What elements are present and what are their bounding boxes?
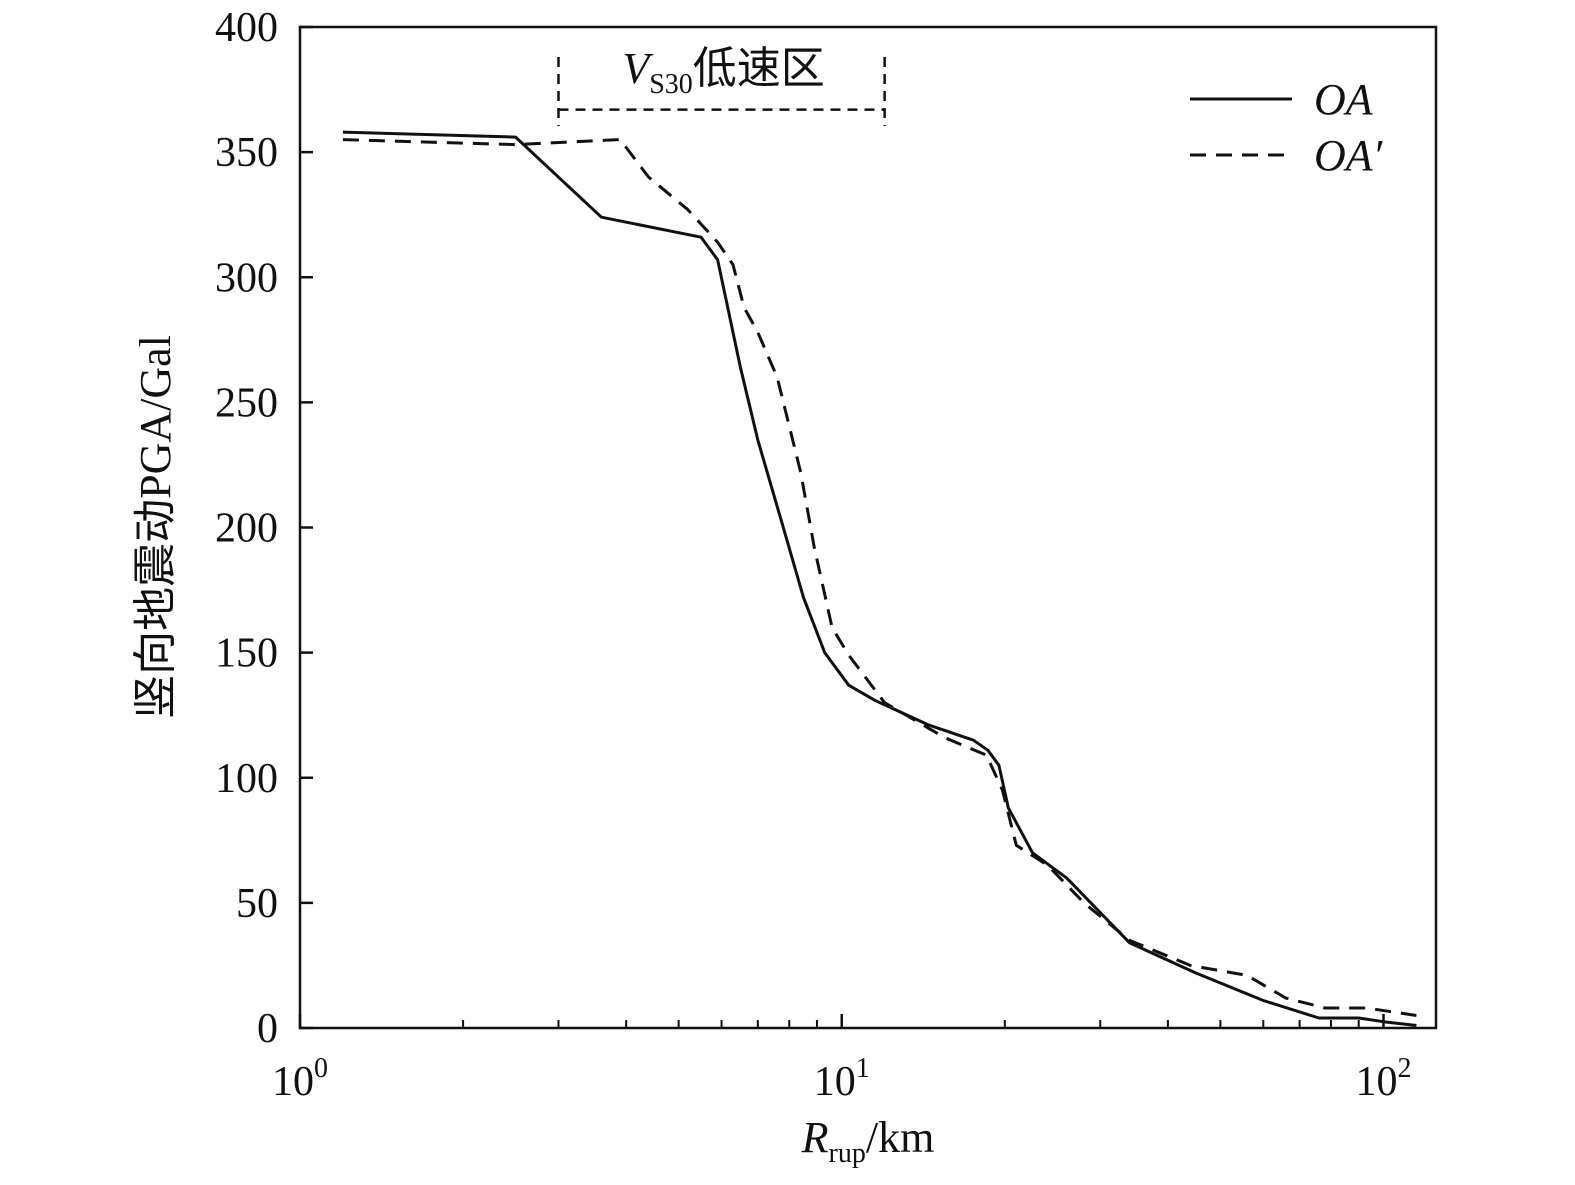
series-line-oa-prime bbox=[342, 138, 1417, 1017]
vs30-low-velocity-zone: VS30低速区 bbox=[557, 44, 886, 126]
y-tick-label-250: 250 bbox=[215, 380, 278, 426]
y-tick-label-50: 50 bbox=[236, 881, 278, 927]
zone-label-text: 低速区 bbox=[693, 44, 825, 93]
x-axis-label-sub: rup bbox=[829, 1138, 866, 1169]
x-axis-label-main: R bbox=[801, 1113, 829, 1162]
y-tick-label-350: 350 bbox=[215, 130, 278, 176]
plot-frame bbox=[298, 25, 1438, 1030]
x-tick-label-10^2: 102 bbox=[1355, 1053, 1411, 1105]
x-tick-label-base: 10 bbox=[1355, 1059, 1397, 1105]
x-tick-label-exponent: 2 bbox=[1397, 1053, 1411, 1084]
zone-label-main: V bbox=[622, 44, 654, 93]
x-tick-label-10^0: 100 bbox=[272, 1053, 328, 1105]
x-tick-label-base: 10 bbox=[814, 1059, 856, 1105]
y-tick-label-100: 100 bbox=[215, 756, 278, 802]
zone-label-sub: S30 bbox=[649, 69, 693, 100]
series-line-oa bbox=[342, 130, 1417, 1027]
y-tick-label-150: 150 bbox=[215, 631, 278, 677]
x-axis-label: Rrup/km bbox=[801, 1113, 935, 1169]
legend-label-oa: OA bbox=[1314, 75, 1374, 124]
x-tick-label-exponent: 1 bbox=[856, 1053, 870, 1084]
x-axis-ticks: 100 101 102 bbox=[272, 1014, 1411, 1105]
y-tick-label-200: 200 bbox=[215, 506, 278, 552]
x-tick-label-exponent: 0 bbox=[314, 1053, 328, 1084]
y-tick-label-400: 400 bbox=[215, 5, 278, 51]
zone-label: VS30低速区 bbox=[622, 44, 824, 100]
legend-label-oa-prime: OA′ bbox=[1314, 131, 1384, 180]
x-tick-label-10^1: 101 bbox=[814, 1053, 870, 1105]
y-axis-label: 竖向地震动PGA/Gal bbox=[131, 335, 180, 719]
y-axis-ticks: 0 50 100 150 200 250 300 350 400 bbox=[215, 5, 313, 1052]
series-group bbox=[342, 130, 1417, 1027]
x-axis-label-unit: /km bbox=[866, 1113, 934, 1162]
y-tick-label-300: 300 bbox=[215, 255, 278, 301]
legend: OA OA′ bbox=[1190, 75, 1384, 180]
x-tick-label-base: 10 bbox=[272, 1059, 314, 1105]
y-tick-label-0: 0 bbox=[257, 1006, 278, 1052]
